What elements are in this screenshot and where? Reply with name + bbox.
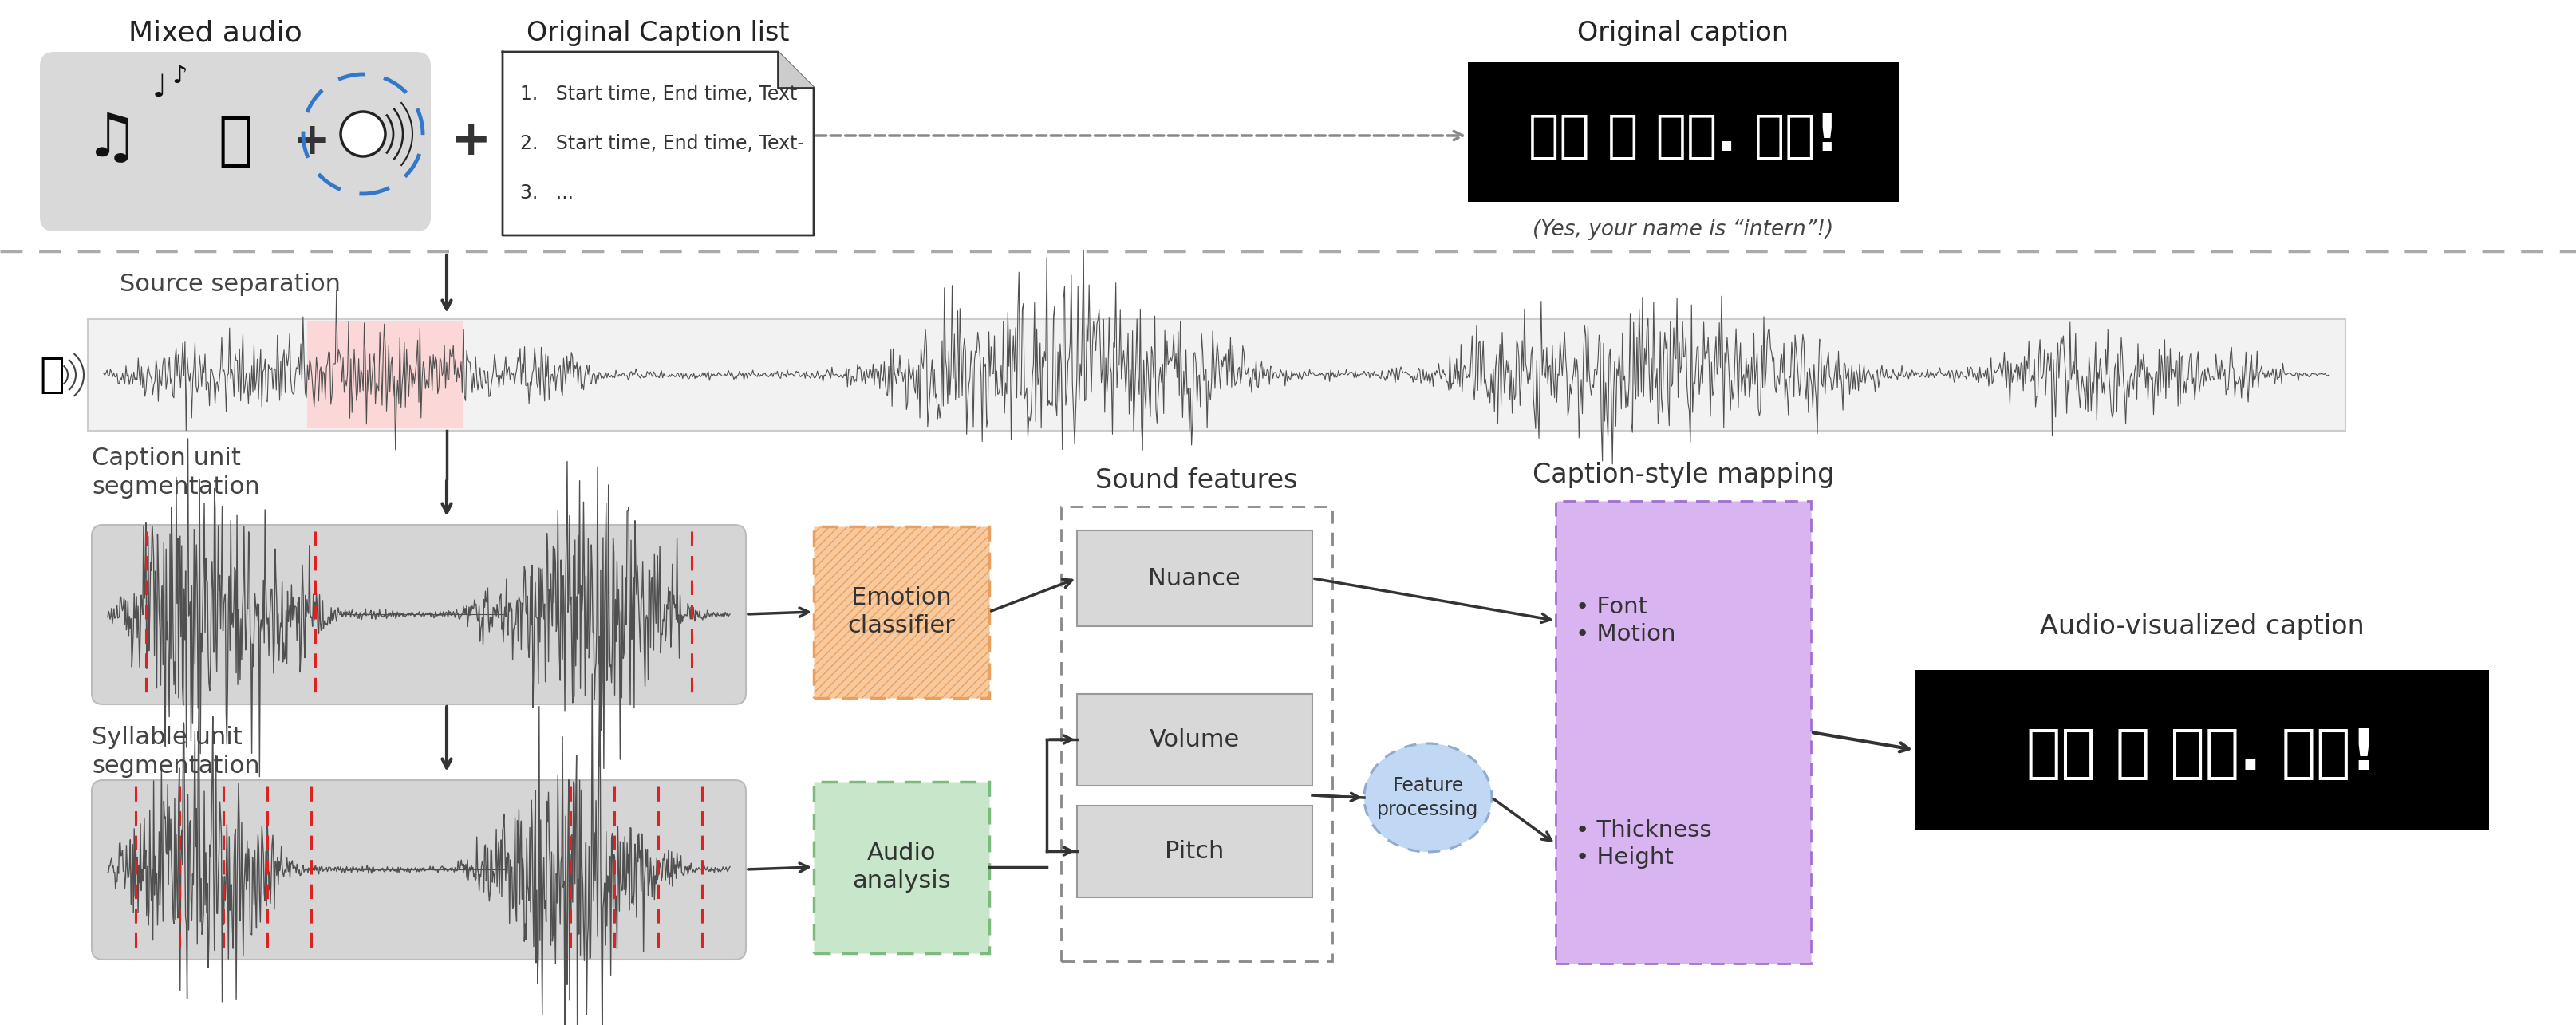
Text: 🚘: 🚘 <box>219 115 252 169</box>
Text: 1.   Start time, End time, Text: 1. Start time, End time, Text <box>520 84 796 104</box>
Circle shape <box>340 112 386 157</box>
FancyBboxPatch shape <box>39 52 430 232</box>
Bar <box>814 782 989 953</box>
Text: +: + <box>451 119 492 165</box>
Text: ♫: ♫ <box>85 110 139 169</box>
FancyBboxPatch shape <box>93 525 744 704</box>
Text: Syllable unit
segmentation: Syllable unit segmentation <box>93 726 260 778</box>
Text: Sound features: Sound features <box>1095 467 1298 494</box>
Text: +: + <box>294 121 330 164</box>
Text: • Font
• Motion: • Font • Motion <box>1574 596 1674 646</box>
Text: (Yes, your name is “intern”!): (Yes, your name is “intern”!) <box>1533 219 1834 240</box>
Polygon shape <box>502 52 814 236</box>
FancyBboxPatch shape <box>93 780 744 959</box>
Text: Caption unit
segmentation: Caption unit segmentation <box>93 447 260 498</box>
Ellipse shape <box>1363 743 1492 852</box>
Bar <box>814 527 989 698</box>
Text: 2.   Start time, End time, Text-: 2. Start time, End time, Text- <box>520 134 804 153</box>
Bar <box>307 322 464 428</box>
Bar <box>1556 501 1811 964</box>
Bar <box>88 319 2344 430</box>
Bar <box>1077 531 1311 626</box>
Text: 🗣: 🗣 <box>39 355 64 396</box>
Bar <box>1468 63 1899 202</box>
Text: Original Caption list: Original Caption list <box>526 20 788 47</box>
Text: Audio-visualized caption: Audio-visualized caption <box>2040 613 2362 640</box>
Text: Nuance: Nuance <box>1149 567 1239 589</box>
Text: 그래 니 이름. 인턴!: 그래 니 이름. 인턴! <box>1528 111 1837 160</box>
Text: ♩: ♩ <box>152 73 167 102</box>
Bar <box>1061 506 1332 961</box>
Text: • Thickness
• Height: • Thickness • Height <box>1574 819 1710 869</box>
Text: Emotion
classifier: Emotion classifier <box>848 586 956 638</box>
Text: Mixed audio: Mixed audio <box>129 19 301 47</box>
Text: Audio
analysis: Audio analysis <box>853 842 951 893</box>
Bar <box>1077 694 1311 786</box>
Text: Pitch: Pitch <box>1164 839 1224 863</box>
Text: Source separation: Source separation <box>118 273 340 296</box>
Text: Original caption: Original caption <box>1577 20 1788 47</box>
Text: 3.   ...: 3. ... <box>520 183 574 203</box>
Text: Caption-style mapping: Caption-style mapping <box>1533 462 1834 489</box>
Bar <box>1077 806 1311 897</box>
Bar <box>1914 670 2488 829</box>
Text: Volume: Volume <box>1149 728 1239 751</box>
Text: Feature
processing: Feature processing <box>1376 776 1479 819</box>
Text: 그래 니 이름. 인턴!: 그래 니 이름. 인턴! <box>2025 727 2378 781</box>
Polygon shape <box>778 52 814 88</box>
Text: ♪: ♪ <box>173 65 188 87</box>
